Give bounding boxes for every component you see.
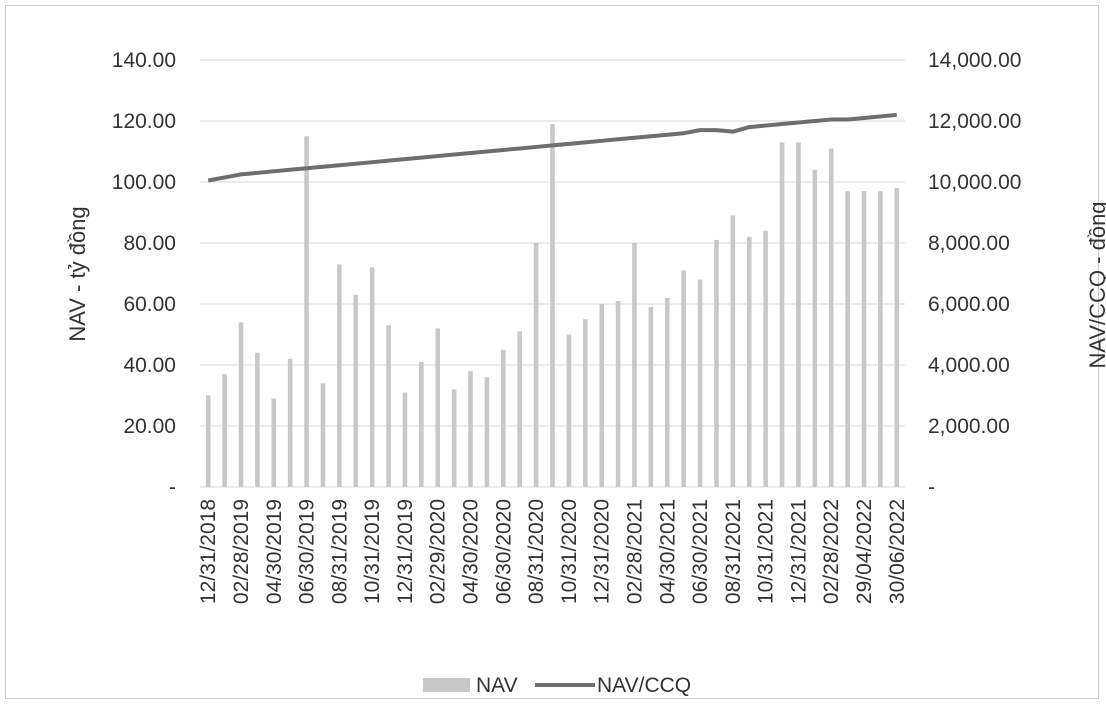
nav-bar — [353, 294, 359, 487]
nav-bar — [894, 188, 900, 487]
x-tick-label: 06/30/2021 — [689, 499, 712, 604]
nav-bar — [255, 352, 260, 487]
legend-swatch-nav — [423, 678, 470, 692]
left-y-ticks: - 20.00 40.00 60.00 80.00 100.00 120.00 140.00 — [112, 49, 176, 499]
nav-bar — [369, 267, 375, 487]
y2-tick-label: 10,000.00 — [928, 171, 1021, 194]
x-ticks: 12/31/2018 02/28/2019 04/30/2019 06/30/2019… — [197, 499, 909, 604]
nav-bar — [517, 331, 523, 487]
legend-label-nav-ccq: NAV/CCQ — [597, 674, 691, 697]
y2-tick-label: 14,000.00 — [928, 49, 1021, 72]
nav-bar — [320, 383, 326, 487]
y-tick-label: 60.00 — [123, 293, 176, 316]
x-tick-label: 04/30/2019 — [263, 499, 286, 604]
nav-bar — [664, 297, 670, 487]
nav-bar — [681, 270, 686, 487]
nav-bar — [779, 142, 785, 487]
x-tick-label: 06/30/2020 — [492, 499, 515, 604]
nav-bar — [828, 148, 834, 487]
nav-bar — [222, 374, 227, 487]
x-tick-label: 02/28/2022 — [820, 499, 843, 604]
y2-tick-label: 4,000.00 — [928, 354, 1010, 377]
x-tick-label: 30/06/2022 — [886, 499, 909, 604]
legend-label-nav: NAV — [476, 674, 518, 697]
nav-bar — [648, 307, 654, 487]
left-y-axis-title: NAV - tỷ đồng — [65, 206, 90, 341]
x-tick-label: 08/31/2019 — [328, 499, 351, 604]
y2-tick-label: 6,000.00 — [928, 293, 1010, 316]
nav-bar — [878, 191, 883, 487]
y-tick-label: 100.00 — [112, 171, 176, 194]
nav-bar — [763, 230, 768, 488]
nav-bar — [845, 191, 850, 487]
nav-bar — [566, 334, 572, 487]
x-tick-label: 10/31/2019 — [361, 499, 384, 604]
y-tick-label: 120.00 — [112, 110, 176, 133]
y-tick-label: - — [169, 476, 176, 499]
nav-bar — [337, 264, 342, 487]
right-y-ticks: - 2,000.00 4,000.00 6,000.00 8,000.00 10,000.… — [928, 49, 1021, 499]
nav-bar — [730, 215, 736, 488]
nav-bar — [238, 322, 244, 487]
nav-bar — [386, 325, 391, 487]
nav-bar — [632, 243, 637, 487]
legend: NAV NAV/CCQ — [423, 674, 691, 697]
y-tick-label: 40.00 — [123, 354, 176, 377]
nav-bar — [812, 169, 818, 488]
nav-bar — [419, 361, 424, 487]
nav-ccq-line — [207, 112, 897, 183]
y2-tick-label: 8,000.00 — [928, 232, 1010, 255]
nav-bar — [533, 243, 539, 487]
y-tick-label: 140.00 — [112, 49, 176, 72]
nav-bar — [501, 349, 506, 487]
x-tick-label: 02/28/2021 — [624, 499, 647, 604]
x-tick-label: 12/31/2020 — [591, 499, 614, 604]
x-tick-label: 04/30/2020 — [460, 499, 483, 604]
nav-bar — [550, 124, 555, 488]
nav-bars — [205, 124, 900, 488]
y-tick-label: 20.00 — [123, 415, 176, 438]
nav-bar — [484, 377, 490, 487]
nav-bar — [599, 304, 604, 487]
x-tick-label: 12/31/2019 — [394, 499, 417, 604]
y-tick-label: 80.00 — [123, 232, 176, 255]
right-y-axis-title: NAV/CCQ - đồng — [1085, 201, 1106, 368]
x-tick-label: 06/30/2019 — [296, 499, 319, 604]
nav-bar — [304, 136, 309, 487]
x-tick-label: 02/29/2020 — [427, 499, 450, 604]
x-tick-label: 08/31/2021 — [722, 499, 745, 604]
nav-bar — [205, 395, 211, 487]
nav-bar — [615, 300, 621, 487]
nav-bar — [697, 279, 703, 487]
nav-bar — [402, 392, 408, 487]
nav-bar — [796, 142, 801, 487]
nav-bar — [714, 239, 719, 487]
nav-bar — [287, 358, 293, 487]
nav-bar — [861, 191, 867, 487]
x-tick-label: 04/30/2021 — [656, 499, 679, 604]
nav-ccq-series-line — [207, 112, 897, 183]
nav-bar — [468, 371, 473, 487]
y2-tick-label: 2,000.00 — [928, 415, 1010, 438]
y2-tick-label: - — [928, 476, 935, 499]
nav-bar — [582, 319, 588, 487]
x-tick-label: 10/31/2020 — [558, 499, 581, 604]
x-tick-label: 12/31/2021 — [787, 499, 810, 604]
nav-bar — [271, 398, 277, 487]
x-tick-label: 02/28/2019 — [230, 499, 253, 604]
nav-bar — [746, 236, 752, 487]
nav-bar — [435, 328, 441, 487]
x-tick-label: 12/31/2018 — [197, 499, 220, 604]
y2-tick-label: 12,000.00 — [928, 110, 1021, 133]
nav-bar — [451, 389, 457, 487]
x-tick-label: 10/31/2021 — [755, 499, 778, 604]
x-tick-label: 29/04/2022 — [853, 499, 876, 604]
x-tick-label: 08/31/2020 — [525, 499, 548, 604]
